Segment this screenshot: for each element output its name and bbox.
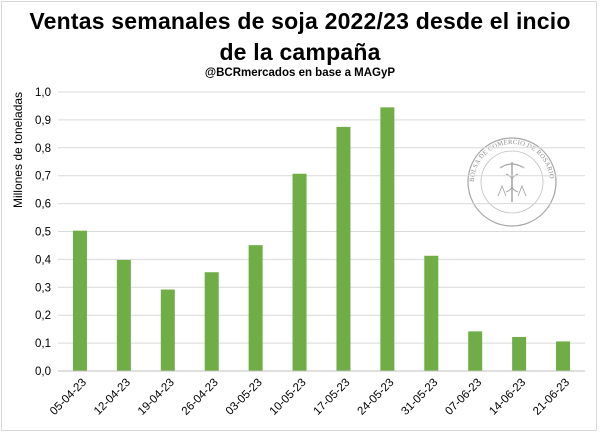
y-tick-label: 0,0 xyxy=(35,366,51,378)
bar xyxy=(204,272,219,371)
x-axis-ticks: 05-04-23 12-04-23 19-04-23 26-04-23 03-05-23… xyxy=(48,377,572,418)
y-tick-label: 0,8 xyxy=(35,143,51,155)
bar xyxy=(512,336,527,371)
y-tick-label: 0,3 xyxy=(35,282,51,294)
bar xyxy=(380,107,395,371)
x-tick-label: 26-04-23 xyxy=(180,377,221,418)
x-tick-label: 14-06-23 xyxy=(487,377,528,418)
x-tick-label: 10-05-23 xyxy=(268,377,309,418)
x-tick-label: 24-05-23 xyxy=(355,377,396,418)
y-tick-label: 0,5 xyxy=(35,227,51,239)
y-tick-label: 0,7 xyxy=(35,171,51,183)
bars xyxy=(72,107,571,371)
seal-outer-ring xyxy=(467,137,557,227)
seal-watermark: BOLSA DE COMERCIO DE ROSARIO xyxy=(467,137,557,227)
seal-wings xyxy=(499,163,525,169)
bar xyxy=(556,341,571,371)
chart-subtitle: @BCRmercados en base a MAGyP xyxy=(204,67,396,79)
bar xyxy=(292,173,307,371)
seal-inner-ring xyxy=(480,150,544,214)
y-tick-label: 0,6 xyxy=(35,199,51,211)
bar xyxy=(72,230,87,371)
y-axis-ticks: 0,0 0,1 0,2 0,3 0,4 0,5 0,6 0,7 0,8 0,9 1,0 xyxy=(35,87,52,378)
chart-title: Ventas semanales de soja 2022/23 desde e… xyxy=(0,6,600,68)
bar xyxy=(160,289,175,371)
x-tick-label: 07-06-23 xyxy=(443,377,484,418)
seal-scales xyxy=(497,184,527,197)
y-tick-label: 0,1 xyxy=(35,338,51,350)
x-tick-label: 31-05-23 xyxy=(399,377,440,418)
chart-title-line-1: Ventas semanales de soja 2022/23 desde e… xyxy=(29,8,571,34)
y-axis-label: Millones de toneladas xyxy=(11,92,25,208)
bar xyxy=(336,126,351,371)
y-tick-label: 1,0 xyxy=(35,87,51,99)
x-tick-label: 05-04-23 xyxy=(48,377,89,418)
x-tick-label: 21-06-23 xyxy=(531,377,572,418)
x-tick-label: 03-05-23 xyxy=(224,377,265,418)
x-tick-label: 17-05-23 xyxy=(312,377,353,418)
bar xyxy=(248,245,263,371)
x-tick-label: 12-04-23 xyxy=(92,377,133,418)
gridlines xyxy=(58,91,585,344)
bar xyxy=(116,259,131,371)
chart-title-line-2: de la campaña xyxy=(219,39,381,65)
x-tick-label: 19-04-23 xyxy=(136,377,177,418)
y-tick-label: 0,2 xyxy=(35,310,51,322)
y-tick-label: 0,9 xyxy=(35,115,51,127)
bar xyxy=(424,255,439,371)
bar xyxy=(468,331,483,371)
y-tick-label: 0,4 xyxy=(35,254,52,266)
